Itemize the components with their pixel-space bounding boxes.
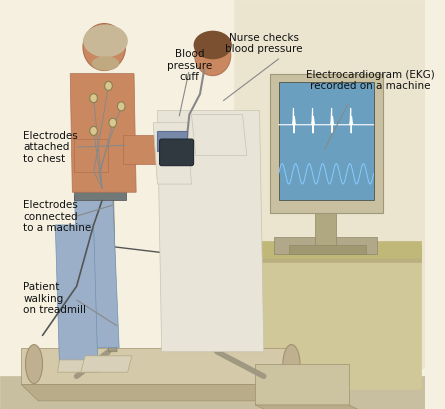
Ellipse shape <box>105 81 112 90</box>
Ellipse shape <box>283 344 300 384</box>
Text: Nurse checks
blood pressure: Nurse checks blood pressure <box>225 33 303 54</box>
Ellipse shape <box>194 31 232 59</box>
Polygon shape <box>123 135 179 164</box>
Text: Electrodes
attached
to chest: Electrodes attached to chest <box>24 130 78 164</box>
Polygon shape <box>255 364 349 405</box>
Ellipse shape <box>83 25 128 57</box>
Polygon shape <box>238 241 421 258</box>
Polygon shape <box>158 131 187 151</box>
Polygon shape <box>208 155 221 352</box>
Ellipse shape <box>194 35 231 76</box>
Polygon shape <box>104 147 217 160</box>
Ellipse shape <box>90 94 97 103</box>
Polygon shape <box>153 123 191 184</box>
Polygon shape <box>255 254 421 389</box>
Polygon shape <box>21 348 289 384</box>
Polygon shape <box>315 204 336 245</box>
Polygon shape <box>0 376 425 409</box>
Ellipse shape <box>90 126 97 135</box>
Polygon shape <box>191 115 247 155</box>
Polygon shape <box>158 110 264 352</box>
Polygon shape <box>289 245 366 254</box>
Polygon shape <box>255 245 421 262</box>
Ellipse shape <box>83 23 125 70</box>
FancyBboxPatch shape <box>160 139 194 166</box>
Polygon shape <box>104 155 117 352</box>
Text: Blood
pressure
cuff: Blood pressure cuff <box>167 49 212 82</box>
Polygon shape <box>21 384 306 401</box>
Polygon shape <box>55 225 98 368</box>
Ellipse shape <box>25 344 43 384</box>
Polygon shape <box>70 74 136 192</box>
Ellipse shape <box>109 118 117 127</box>
Polygon shape <box>74 180 125 200</box>
Polygon shape <box>275 237 376 254</box>
Polygon shape <box>234 0 425 368</box>
Polygon shape <box>270 74 383 213</box>
Polygon shape <box>279 82 373 200</box>
Ellipse shape <box>117 102 125 111</box>
Text: Patient
walking
on treadmill: Patient walking on treadmill <box>24 282 86 315</box>
Polygon shape <box>81 356 132 372</box>
Ellipse shape <box>92 56 119 71</box>
Polygon shape <box>74 196 119 348</box>
Text: Electrodes
connected
to a machine: Electrodes connected to a machine <box>24 200 92 234</box>
Polygon shape <box>255 405 366 409</box>
Polygon shape <box>57 360 102 372</box>
Text: Electrocardiogram (EKG)
recorded on a machine: Electrocardiogram (EKG) recorded on a ma… <box>306 70 434 91</box>
Polygon shape <box>74 139 109 172</box>
